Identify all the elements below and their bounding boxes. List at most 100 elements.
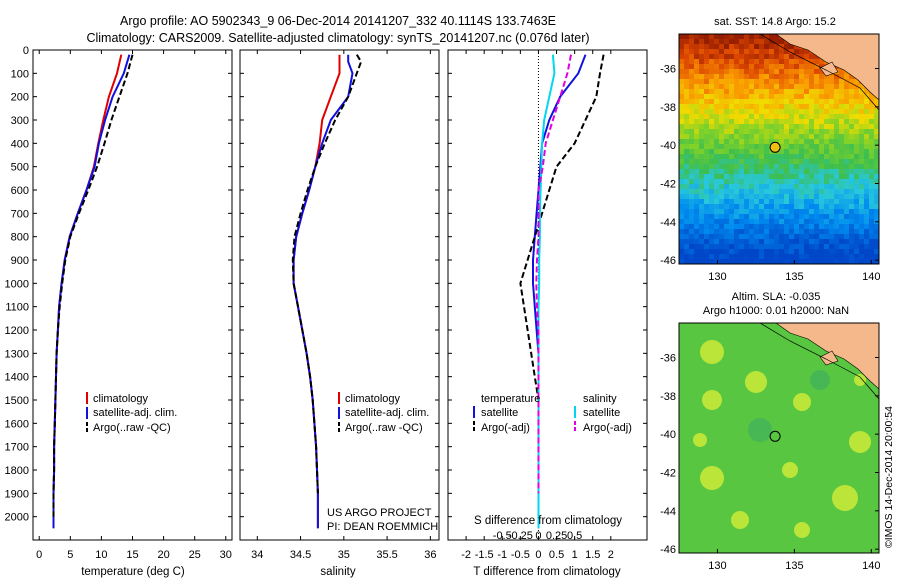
sst-cell [739, 214, 745, 220]
legend-label-argo: Argo(..raw -QC) [93, 422, 171, 434]
sst-cell [749, 144, 755, 150]
coastline-contour [759, 33, 880, 111]
sst-cell [809, 244, 815, 250]
sst-cell [739, 254, 745, 260]
sst-cell [759, 109, 765, 115]
sst-cell [839, 199, 845, 205]
sst-cell [724, 109, 730, 115]
sst-cell [789, 89, 795, 95]
sst-cell [764, 214, 770, 220]
sst-cell [784, 64, 790, 70]
salinity-series-line [292, 54, 354, 529]
sst-cell [679, 44, 685, 50]
sst-cell [774, 229, 780, 235]
sst-cell [764, 104, 770, 110]
sst-cell [779, 129, 785, 135]
sst-cell [704, 179, 710, 185]
sst-cell [799, 224, 805, 230]
sst-cell [809, 174, 815, 180]
sst-cell [739, 204, 745, 210]
sst-cell [859, 194, 865, 200]
sst-cell [689, 179, 695, 185]
sst-cell [714, 179, 720, 185]
sst-cell [854, 134, 860, 140]
sst-cell [829, 104, 835, 110]
sst-cell [829, 179, 835, 185]
profile-location-marker [769, 430, 781, 442]
salinity-panel-frame [239, 49, 440, 541]
sst-cell [729, 104, 735, 110]
difference-legend: temperature salinity satellite Argo(-adj… [473, 393, 632, 434]
sst-cell [769, 54, 775, 60]
sst-cell [714, 114, 720, 120]
sst-cell [704, 54, 710, 60]
sst-cell [679, 99, 685, 105]
sst-cell [694, 39, 700, 45]
sst-cell [834, 224, 840, 230]
sst-cell [709, 34, 715, 40]
sst-cell [694, 179, 700, 185]
sst-cell [704, 244, 710, 250]
sst-cell [854, 234, 860, 240]
sst-cell [774, 119, 780, 125]
sst-cell [809, 89, 815, 95]
sst-cell [824, 79, 830, 85]
sst-cell [729, 189, 735, 195]
sst-cell [794, 134, 800, 140]
sst-cell [779, 239, 785, 245]
sst-cell [759, 99, 765, 105]
sst-cell [724, 164, 730, 170]
sst-cell [799, 199, 805, 205]
sst-cell [724, 89, 730, 95]
temperature-series-line [52, 54, 123, 529]
sst-cell [779, 244, 785, 250]
sst-cell [819, 109, 825, 115]
sst-cell [849, 154, 855, 160]
sst-cell [774, 209, 780, 215]
sst-cell [809, 94, 815, 100]
sst-cell [839, 84, 845, 90]
sst-cell [789, 184, 795, 190]
sst-cell [854, 114, 860, 120]
sst-cell [719, 69, 725, 75]
sst-cell [689, 249, 695, 255]
sst-cell [854, 179, 860, 185]
sst-cell [799, 139, 805, 145]
sst-cell [809, 154, 815, 160]
sst-cell [734, 204, 740, 210]
sst-cell [724, 74, 730, 80]
sst-cell [809, 194, 815, 200]
sst-cell [684, 174, 690, 180]
sst-cell [804, 119, 810, 125]
sst-cell [704, 184, 710, 190]
sst-cell [754, 89, 760, 95]
sst-cell [719, 99, 725, 105]
sst-cell [814, 84, 820, 90]
sst-cell [799, 129, 805, 135]
sst-cell [739, 134, 745, 140]
map-x-tick-label: 140 [862, 560, 880, 572]
sst-cell [744, 104, 750, 110]
sst-cell [799, 259, 805, 265]
sst-cell [689, 124, 695, 130]
sst-cell [749, 204, 755, 210]
sst-cell [779, 234, 785, 240]
sst-cell [859, 129, 865, 135]
map-y-tick-label: -46 [660, 544, 676, 556]
sst-cell [794, 109, 800, 115]
sst-cell [774, 69, 780, 75]
sst-cell [684, 134, 690, 140]
sst-cell [814, 174, 820, 180]
sst-cell [774, 194, 780, 200]
sst-cell [799, 229, 805, 235]
sst-cell [814, 199, 820, 205]
sst-cell [824, 149, 830, 155]
sst-cell [769, 49, 775, 55]
sst-cell [729, 224, 735, 230]
sst-cell [834, 229, 840, 235]
sst-cell [804, 239, 810, 245]
sst-cell [714, 34, 720, 40]
sst-cell [809, 134, 815, 140]
sst-cell [739, 149, 745, 155]
sst-cell [804, 184, 810, 190]
